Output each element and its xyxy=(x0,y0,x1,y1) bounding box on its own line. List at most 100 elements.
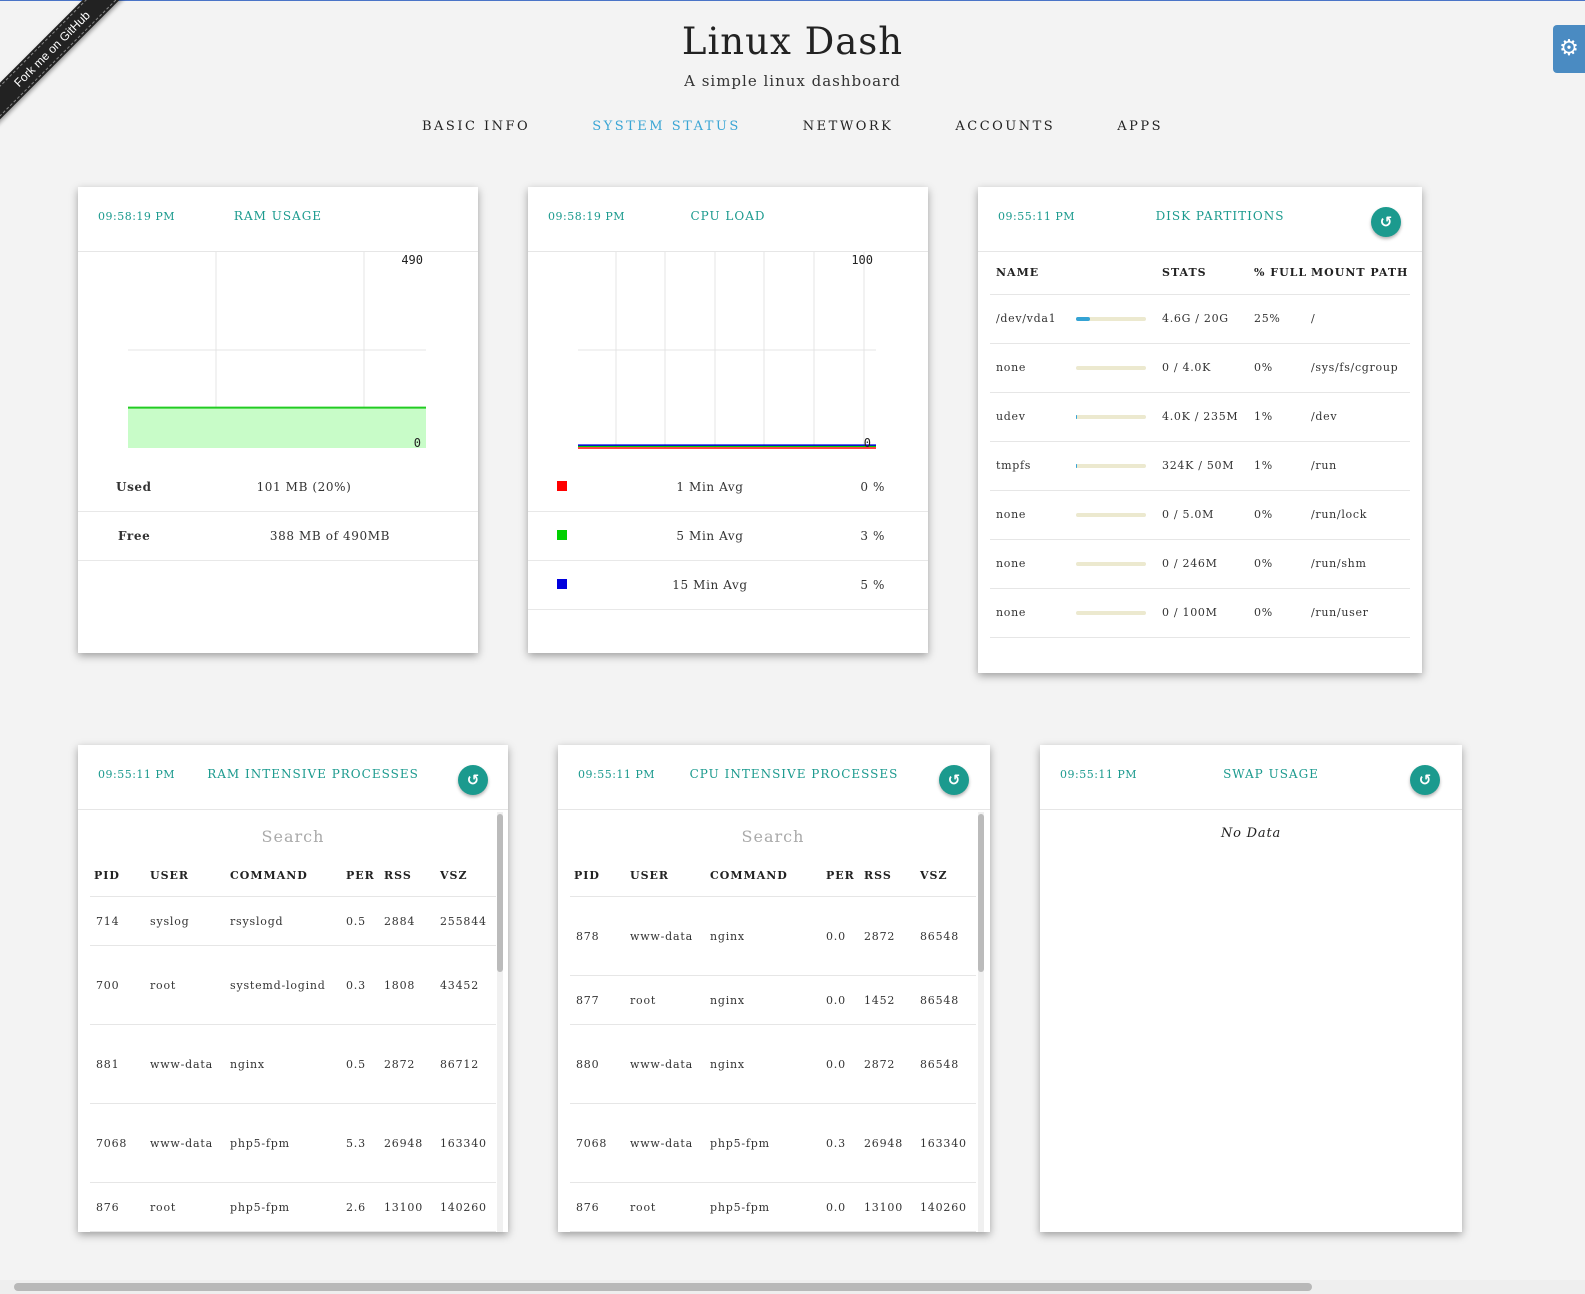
cell-command: php5-fpm xyxy=(230,1182,346,1232)
table-row: 881 www-data nginx 0.5 2872 86712 xyxy=(90,1024,496,1104)
cpu-row-1min: 1 Min Avg 0 % xyxy=(528,463,928,512)
cell-command: nginx xyxy=(230,1024,346,1104)
cell-vsz: 86712 xyxy=(440,1024,496,1104)
col-user: USER xyxy=(150,856,230,897)
disk-usage-bar xyxy=(1076,415,1146,419)
col-vsz: VSZ xyxy=(440,856,496,897)
y-min-label: 0 xyxy=(414,436,421,450)
scrollbar[interactable] xyxy=(978,812,984,1232)
gear-icon[interactable]: ⚙ xyxy=(1553,25,1585,73)
empty-state: No Data xyxy=(1220,826,1282,841)
cpu-processes-card: 09:55:11 PM CPU INTENSIVE PROCESSES ↺ Se… xyxy=(558,745,990,1232)
refresh-icon[interactable]: ↺ xyxy=(939,765,969,795)
cell-user: root xyxy=(630,975,710,1025)
disk-usage-bar xyxy=(1076,464,1146,468)
col-full: % FULL xyxy=(1254,252,1311,295)
cell-rss: 2872 xyxy=(384,1024,440,1104)
page-title: Linux Dash xyxy=(681,20,904,63)
scrollbar-thumb[interactable] xyxy=(497,814,503,972)
cell-rss: 13100 xyxy=(864,1182,920,1232)
disk-full: 1% xyxy=(1254,441,1311,491)
nav-system-status[interactable]: SYSTEM STATUS xyxy=(592,119,741,134)
table-row: 7068 www-data php5-fpm 5.3 26948 163340 xyxy=(90,1103,496,1183)
cpu-load-card: 09:58:19 PM CPU LOAD 100 0 1 Min Avg 0 % … xyxy=(528,187,928,653)
cell-command: php5-fpm xyxy=(710,1182,826,1232)
card-header: 09:55:11 PM SWAP USAGE ↺ xyxy=(1040,745,1462,810)
ram-usage-card: 09:58:19 PM RAM USAGE 490 0 Used 101 MB (… xyxy=(78,187,478,653)
cell-pid: 876 xyxy=(90,1182,150,1232)
horizontal-scrollbar[interactable] xyxy=(0,1280,1585,1294)
disk-row: udev 4.0K / 235M 1%/dev xyxy=(990,392,1410,442)
card-title: CPU LOAD xyxy=(690,209,766,223)
nav-accounts[interactable]: ACCOUNTS xyxy=(955,119,1056,134)
legend-swatch-15min xyxy=(557,579,567,589)
ram-free-value: 388 MB of 490MB xyxy=(269,529,391,543)
cell-pid: 881 xyxy=(90,1024,150,1104)
cell-user: www-data xyxy=(150,1103,230,1183)
disk-usage-bar xyxy=(1076,611,1146,615)
main-nav: BASIC INFO SYSTEM STATUS NETWORK ACCOUNT… xyxy=(0,118,1585,136)
nav-apps[interactable]: APPS xyxy=(1117,119,1164,134)
top-border xyxy=(0,0,1585,1)
disk-full: 0% xyxy=(1254,343,1311,393)
cell-command: php5-fpm xyxy=(710,1103,826,1183)
timestamp: 09:58:19 PM xyxy=(98,210,176,223)
search-input[interactable]: Search xyxy=(741,827,805,846)
nav-network[interactable]: NETWORK xyxy=(802,119,894,134)
cell-pid: 714 xyxy=(90,896,150,946)
refresh-icon[interactable]: ↺ xyxy=(458,765,488,795)
disk-row: /dev/vda1 4.6G / 20G 25% / xyxy=(990,294,1410,344)
card-header: 09:55:11 PM DISK PARTITIONS ↺ xyxy=(978,187,1422,252)
cell-command: php5-fpm xyxy=(230,1103,346,1183)
cell-per: 0.0 xyxy=(826,975,864,1025)
refresh-icon[interactable]: ↺ xyxy=(1410,765,1440,795)
legend-swatch-1min xyxy=(557,481,567,491)
cell-per: 0.0 xyxy=(826,1024,864,1104)
cell-vsz: 86548 xyxy=(920,975,976,1025)
table-row: 877 root nginx 0.0 1452 86548 xyxy=(570,975,976,1025)
col-rss: RSS xyxy=(384,856,440,897)
timestamp: 09:55:11 PM xyxy=(1060,768,1138,781)
cpu-15min-value: 5 % xyxy=(860,578,885,592)
cell-rss: 1452 xyxy=(864,975,920,1025)
cell-per: 5.3 xyxy=(346,1103,384,1183)
refresh-icon[interactable]: ↺ xyxy=(1371,207,1401,237)
col-pid: PID xyxy=(90,856,150,897)
scrollbar-thumb[interactable] xyxy=(978,814,984,972)
ram-used-label: Used xyxy=(116,480,152,494)
y-max-label: 100 xyxy=(851,253,873,267)
disk-usage-bar xyxy=(1076,562,1146,566)
cell-per: 2.6 xyxy=(346,1182,384,1232)
card-title: RAM USAGE xyxy=(233,209,323,223)
disk-mount: /run xyxy=(1311,441,1410,491)
disk-mount: /dev xyxy=(1311,392,1410,442)
swap-usage-card: 09:55:11 PM SWAP USAGE ↺ No Data xyxy=(1040,745,1462,1232)
disk-stats: 4.0K / 235M xyxy=(1162,392,1254,442)
col-per: PER xyxy=(346,856,384,897)
cell-vsz: 163340 xyxy=(440,1103,496,1183)
cell-vsz: 43452 xyxy=(440,945,496,1025)
cell-command: nginx xyxy=(710,975,826,1025)
disk-mount: /sys/fs/cgroup xyxy=(1311,343,1410,393)
card-title: RAM INTENSIVE PROCESSES xyxy=(207,767,419,781)
ram-processes-card: 09:55:11 PM RAM INTENSIVE PROCESSES ↺ Se… xyxy=(78,745,508,1232)
col-mount: MOUNT PATH xyxy=(1311,252,1410,295)
cell-rss: 1808 xyxy=(384,945,440,1025)
disk-partitions-card: 09:55:11 PM DISK PARTITIONS ↺ NAME STATS… xyxy=(978,187,1422,673)
cell-vsz: 255844 xyxy=(440,896,496,946)
cpu-process-table: PID USER COMMAND PER RSS VSZ 878 www-data… xyxy=(570,856,976,1232)
cpu-15min-label: 15 Min Avg xyxy=(672,578,748,592)
cell-vsz: 86548 xyxy=(920,896,976,976)
search-input[interactable]: Search xyxy=(261,827,325,846)
cell-rss: 26948 xyxy=(864,1103,920,1183)
card-title: CPU INTENSIVE PROCESSES xyxy=(689,767,899,781)
scrollbar[interactable] xyxy=(497,812,503,1232)
disk-name: none xyxy=(996,508,1027,521)
y-min-label: 0 xyxy=(864,436,871,450)
timestamp: 09:55:11 PM xyxy=(998,210,1076,223)
cell-per: 0.3 xyxy=(826,1103,864,1183)
ram-area xyxy=(128,407,426,448)
nav-basic-info[interactable]: BASIC INFO xyxy=(421,119,531,134)
scrollbar-thumb[interactable] xyxy=(14,1283,1312,1291)
col-command: COMMAND xyxy=(230,856,346,897)
